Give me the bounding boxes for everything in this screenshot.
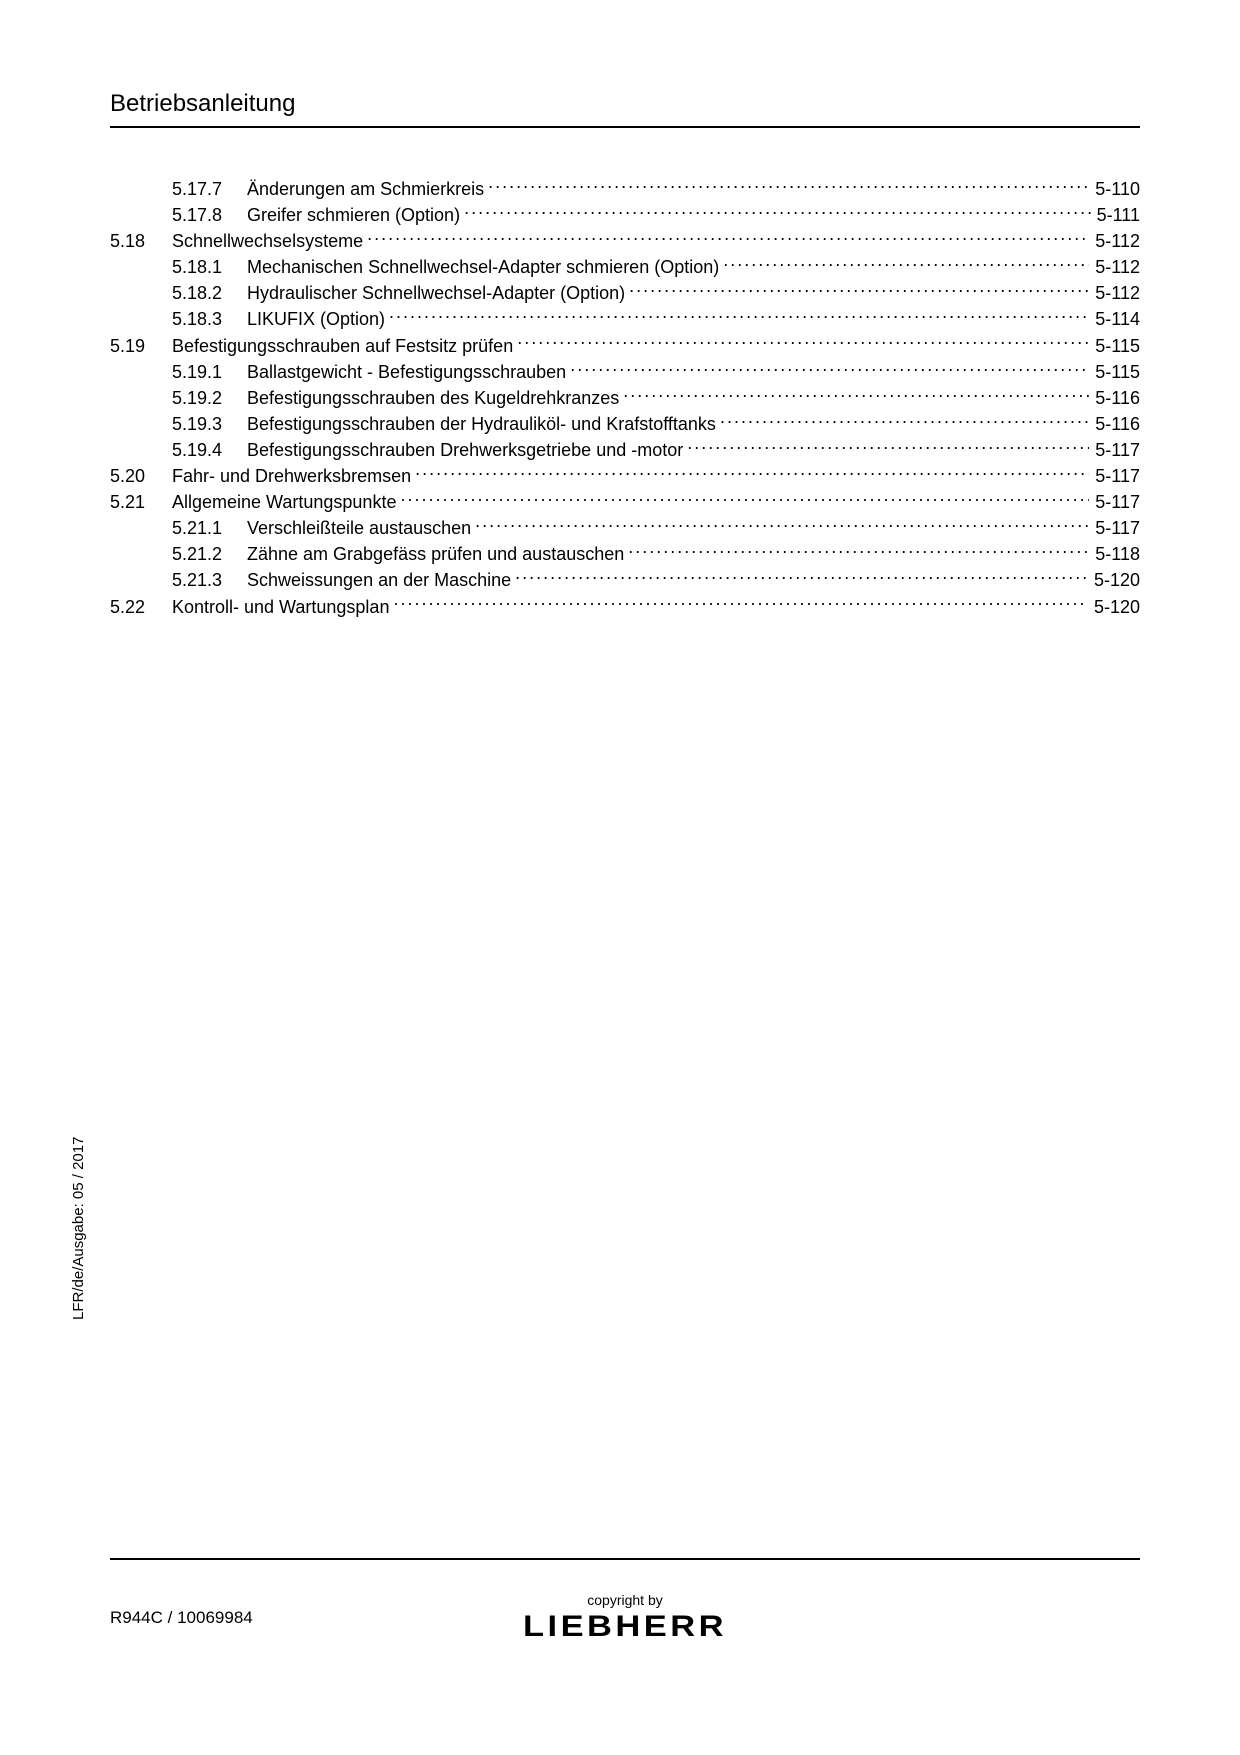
- toc-row: 5.21Allgemeine Wartungspunkte 5-117: [110, 489, 1140, 515]
- toc-leader-dots: [628, 542, 1089, 560]
- toc-row: 5.19.2Befestigungsschrauben des Kugeldre…: [110, 385, 1140, 411]
- toc-row: 5.17.7Änderungen am Schmierkreis 5-110: [110, 176, 1140, 202]
- toc-page-number: 5-116: [1089, 385, 1140, 411]
- toc-leader-dots: [720, 412, 1089, 430]
- toc-leader-dots: [629, 281, 1089, 299]
- toc-entry-title: LIKUFIX (Option): [247, 306, 389, 332]
- toc-entry-title: Schweissungen an der Maschine: [247, 567, 515, 593]
- toc-section-number: 5.22: [110, 594, 172, 620]
- toc-leader-dots: [570, 360, 1089, 378]
- toc-subsection-number: 5.19.2: [172, 385, 247, 411]
- toc-page-number: 5-118: [1089, 541, 1140, 567]
- toc-row: 5.21.1Verschleißteile austauschen 5-117: [110, 515, 1140, 541]
- toc-page-number: 5-115: [1089, 359, 1140, 385]
- toc-section-number: 5.20: [110, 463, 172, 489]
- toc-row: 5.18.3LIKUFIX (Option) 5-114: [110, 306, 1140, 332]
- toc-page-number: 5-117: [1089, 515, 1140, 541]
- toc-entry-title: Hydraulischer Schnellwechsel-Adapter (Op…: [247, 280, 629, 306]
- toc-entry-title: Befestigungsschrauben auf Festsitz prüfe…: [172, 333, 517, 359]
- toc-subsection-number: 5.19.3: [172, 411, 247, 437]
- toc-page-number: 5-110: [1089, 176, 1140, 202]
- toc-page-number: 5-117: [1089, 489, 1140, 515]
- toc-entry-title: Befestigungsschrauben der Hydrauliköl- u…: [247, 411, 720, 437]
- toc-entry-title: Schnellwechselsysteme: [172, 228, 367, 254]
- toc-row: 5.20Fahr- und Drehwerksbremsen 5-117: [110, 463, 1140, 489]
- toc-page-number: 5-117: [1089, 437, 1140, 463]
- toc-entry-title: Verschleißteile austauschen: [247, 515, 475, 541]
- header-rule: [110, 126, 1140, 128]
- toc-subsection-number: 5.18.1: [172, 254, 247, 280]
- toc-entry-title: Zähne am Grabgefäss prüfen und austausch…: [247, 541, 628, 567]
- toc-leader-dots: [623, 386, 1089, 404]
- toc-page-number: 5-115: [1089, 333, 1140, 359]
- toc-row: 5.19.1Ballastgewicht - Befestigungsschra…: [110, 359, 1140, 385]
- toc-entry-title: Allgemeine Wartungspunkte: [172, 489, 400, 515]
- footer-brand-logo: LIEBHERR: [523, 1610, 727, 1644]
- toc-row: 5.18Schnellwechselsysteme 5-112: [110, 228, 1140, 254]
- toc-section-number: 5.21: [110, 489, 172, 515]
- toc-subsection-number: 5.21.3: [172, 567, 247, 593]
- toc-entry-title: Greifer schmieren (Option): [247, 202, 464, 228]
- toc-leader-dots: [367, 229, 1089, 247]
- footer-doc-id: R944C / 10069984: [110, 1608, 253, 1628]
- toc-subsection-number: 5.19.1: [172, 359, 247, 385]
- toc-subsection-number: 5.21.2: [172, 541, 247, 567]
- toc-entry-title: Änderungen am Schmierkreis: [247, 176, 488, 202]
- toc-leader-dots: [389, 307, 1089, 325]
- toc-entry-title: Mechanischen Schnellwechsel-Adapter schm…: [247, 254, 723, 280]
- page-header-title: Betriebsanleitung: [110, 90, 1140, 118]
- toc-entry-title: Kontroll- und Wartungsplan: [172, 594, 393, 620]
- toc-leader-dots: [475, 516, 1089, 534]
- toc-row: 5.18.2Hydraulischer Schnellwechsel-Adapt…: [110, 280, 1140, 306]
- toc-row: 5.21.2Zähne am Grabgefäss prüfen und aus…: [110, 541, 1140, 567]
- toc-page-number: 5-120: [1088, 567, 1140, 593]
- toc-entry-title: Fahr- und Drehwerksbremsen: [172, 463, 415, 489]
- toc-entry-title: Befestigungsschrauben des Kugeldrehkranz…: [247, 385, 623, 411]
- toc-page-number: 5-112: [1089, 254, 1140, 280]
- toc-leader-dots: [415, 464, 1089, 482]
- toc-row: 5.19.4Befestigungsschrauben Drehwerksget…: [110, 437, 1140, 463]
- toc-leader-dots: [515, 568, 1088, 586]
- toc-entry-title: Ballastgewicht - Befestigungsschrauben: [247, 359, 570, 385]
- toc-row: 5.22Kontroll- und Wartungsplan 5-120: [110, 594, 1140, 620]
- toc-subsection-number: 5.17.7: [172, 176, 247, 202]
- toc-section-number: 5.18: [110, 228, 172, 254]
- side-edition-text: LFR/de/Ausgabe: 05 / 2017: [70, 1137, 87, 1320]
- toc-subsection-number: 5.19.4: [172, 437, 247, 463]
- toc-row: 5.19.3Befestigungsschrauben der Hydrauli…: [110, 411, 1140, 437]
- toc-page-number: 5-111: [1091, 202, 1140, 228]
- toc-page-number: 5-116: [1089, 411, 1140, 437]
- toc-subsection-number: 5.17.8: [172, 202, 247, 228]
- toc-leader-dots: [517, 334, 1089, 352]
- toc-row: 5.17.8Greifer schmieren (Option) 5-111: [110, 202, 1140, 228]
- toc-page-number: 5-112: [1089, 280, 1140, 306]
- toc-page-number: 5-120: [1088, 594, 1140, 620]
- toc-leader-dots: [464, 203, 1091, 221]
- toc-leader-dots: [393, 595, 1088, 613]
- table-of-contents: 5.17.7Änderungen am Schmierkreis 5-1105.…: [110, 176, 1140, 620]
- footer-rule: [110, 1558, 1140, 1560]
- footer-copyright: copyright by: [536, 1592, 713, 1608]
- toc-page-number: 5-112: [1089, 228, 1140, 254]
- toc-row: 5.19Befestigungsschrauben auf Festsitz p…: [110, 333, 1140, 359]
- toc-leader-dots: [723, 255, 1089, 273]
- toc-subsection-number: 5.18.3: [172, 306, 247, 332]
- toc-leader-dots: [687, 438, 1089, 456]
- toc-leader-dots: [400, 490, 1089, 508]
- toc-leader-dots: [488, 177, 1089, 195]
- toc-row: 5.21.3Schweissungen an der Maschine 5-12…: [110, 567, 1140, 593]
- toc-section-number: 5.19: [110, 333, 172, 359]
- toc-page-number: 5-117: [1089, 463, 1140, 489]
- toc-subsection-number: 5.21.1: [172, 515, 247, 541]
- toc-row: 5.18.1Mechanischen Schnellwechsel-Adapte…: [110, 254, 1140, 280]
- toc-subsection-number: 5.18.2: [172, 280, 247, 306]
- toc-page-number: 5-114: [1089, 306, 1140, 332]
- toc-entry-title: Befestigungsschrauben Drehwerksgetriebe …: [247, 437, 687, 463]
